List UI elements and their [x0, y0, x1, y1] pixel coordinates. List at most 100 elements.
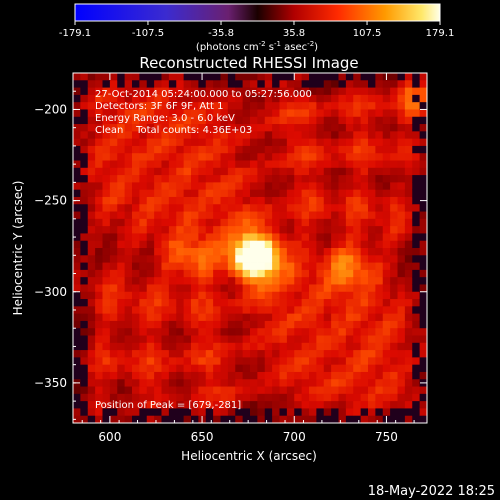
heatmap-cell [397, 116, 406, 125]
heatmap-cell [161, 335, 170, 344]
heatmap-cell [95, 218, 103, 227]
heatmap-cell [368, 393, 376, 402]
heatmap-cell [205, 299, 214, 307]
heatmap-cell [309, 291, 317, 300]
heatmap-cell [124, 124, 133, 132]
heatmap-cell [220, 218, 229, 227]
heatmap-cell [301, 131, 310, 140]
heatmap-cell [419, 124, 428, 132]
heatmap-cell [338, 240, 347, 249]
heatmap-cell [102, 342, 111, 351]
heatmap-cell [87, 313, 96, 322]
heatmap-cell [390, 94, 398, 103]
heatmap-cell [257, 320, 266, 329]
heatmap-cell [132, 240, 140, 249]
heatmap-cell [404, 393, 413, 402]
heatmap-cell [213, 73, 221, 81]
heatmap-cell [109, 226, 118, 234]
heatmap-cell [139, 328, 148, 336]
heatmap-cell [323, 415, 332, 424]
heatmap-cell [139, 116, 148, 125]
heatmap-cell [124, 313, 133, 322]
heatmap-cell [168, 73, 177, 81]
heatmap-cell [353, 182, 362, 191]
heatmap-cell [419, 233, 428, 242]
heatmap-cell [404, 189, 413, 198]
heatmap-cell [331, 269, 339, 278]
heatmap-cell [80, 211, 89, 220]
heatmap-cell [375, 160, 384, 169]
heatmap-cell [95, 379, 103, 387]
heatmap-cell [331, 131, 339, 140]
heatmap-cell [294, 401, 303, 409]
heatmap-cell [161, 87, 170, 96]
heatmap-cell [250, 255, 258, 263]
heatmap-cell [161, 393, 170, 402]
heatmap-cell [257, 386, 266, 395]
heatmap-cell [353, 138, 362, 147]
heatmap-cell [368, 211, 376, 220]
heatmap-cell [80, 386, 89, 395]
heatmap-cell [198, 248, 207, 256]
heatmap-cell [220, 284, 229, 293]
heatmap-cell [220, 299, 229, 307]
heatmap-cell [227, 320, 236, 329]
heatmap-cell [80, 109, 89, 118]
heatmap-cell [213, 306, 221, 315]
heatmap-cell [272, 182, 280, 191]
heatmap-cell [235, 87, 244, 96]
heatmap-cell [102, 131, 111, 140]
heatmap-cell [294, 124, 303, 132]
heatmap-cell [294, 175, 303, 183]
heatmap-cell [309, 211, 317, 220]
heatmap-cell [242, 160, 251, 169]
heatmap-cell [272, 196, 280, 205]
heatmap-cell [390, 73, 398, 81]
heatmap-cell [73, 269, 81, 278]
heatmap-cell [242, 371, 251, 380]
heatmap-cell [80, 328, 89, 336]
heatmap-cell [301, 248, 310, 256]
heatmap-cell [316, 189, 325, 198]
heatmap-cell [375, 240, 384, 249]
heatmap-cell [242, 328, 251, 336]
heatmap-cell [375, 393, 384, 402]
heatmap-cell [124, 116, 133, 125]
heatmap-cell [272, 277, 280, 285]
heatmap-cell [279, 269, 288, 278]
heatmap-cell [146, 262, 155, 271]
heatmap-cell [309, 94, 317, 103]
heatmap-cell [235, 240, 244, 249]
heatmap-cell [404, 269, 413, 278]
heatmap-cell [154, 342, 162, 351]
heatmap-cell [80, 415, 89, 424]
heatmap-cell [73, 87, 81, 96]
heatmap-cell [95, 196, 103, 205]
heatmap-cell [338, 386, 347, 395]
heatmap-cell [183, 328, 192, 336]
heatmap-cell [397, 80, 406, 88]
heatmap-cell [176, 255, 185, 263]
heatmap-cell [146, 371, 155, 380]
heatmap-cell [368, 80, 376, 88]
heatmap-cell [331, 80, 339, 88]
heatmap-cell [382, 94, 391, 103]
heatmap-cell [95, 415, 103, 424]
heatmap-cell [242, 109, 251, 118]
heatmap-cell [109, 313, 118, 322]
heatmap-cell [419, 350, 428, 358]
heatmap-cell [272, 167, 280, 176]
heatmap-cell [250, 182, 258, 191]
heatmap-cell [323, 350, 332, 358]
heatmap-cell [168, 306, 177, 315]
heatmap-cell [338, 393, 347, 402]
heatmap-cell [250, 335, 258, 344]
heatmap-cell [154, 102, 162, 110]
heatmap-cell [390, 357, 398, 366]
heatmap-cell [154, 138, 162, 147]
heatmap-cell [279, 240, 288, 249]
heatmap-cell [360, 196, 369, 205]
heatmap-cell [235, 284, 244, 293]
heatmap-cell [220, 401, 229, 409]
heatmap-cell [419, 102, 428, 110]
